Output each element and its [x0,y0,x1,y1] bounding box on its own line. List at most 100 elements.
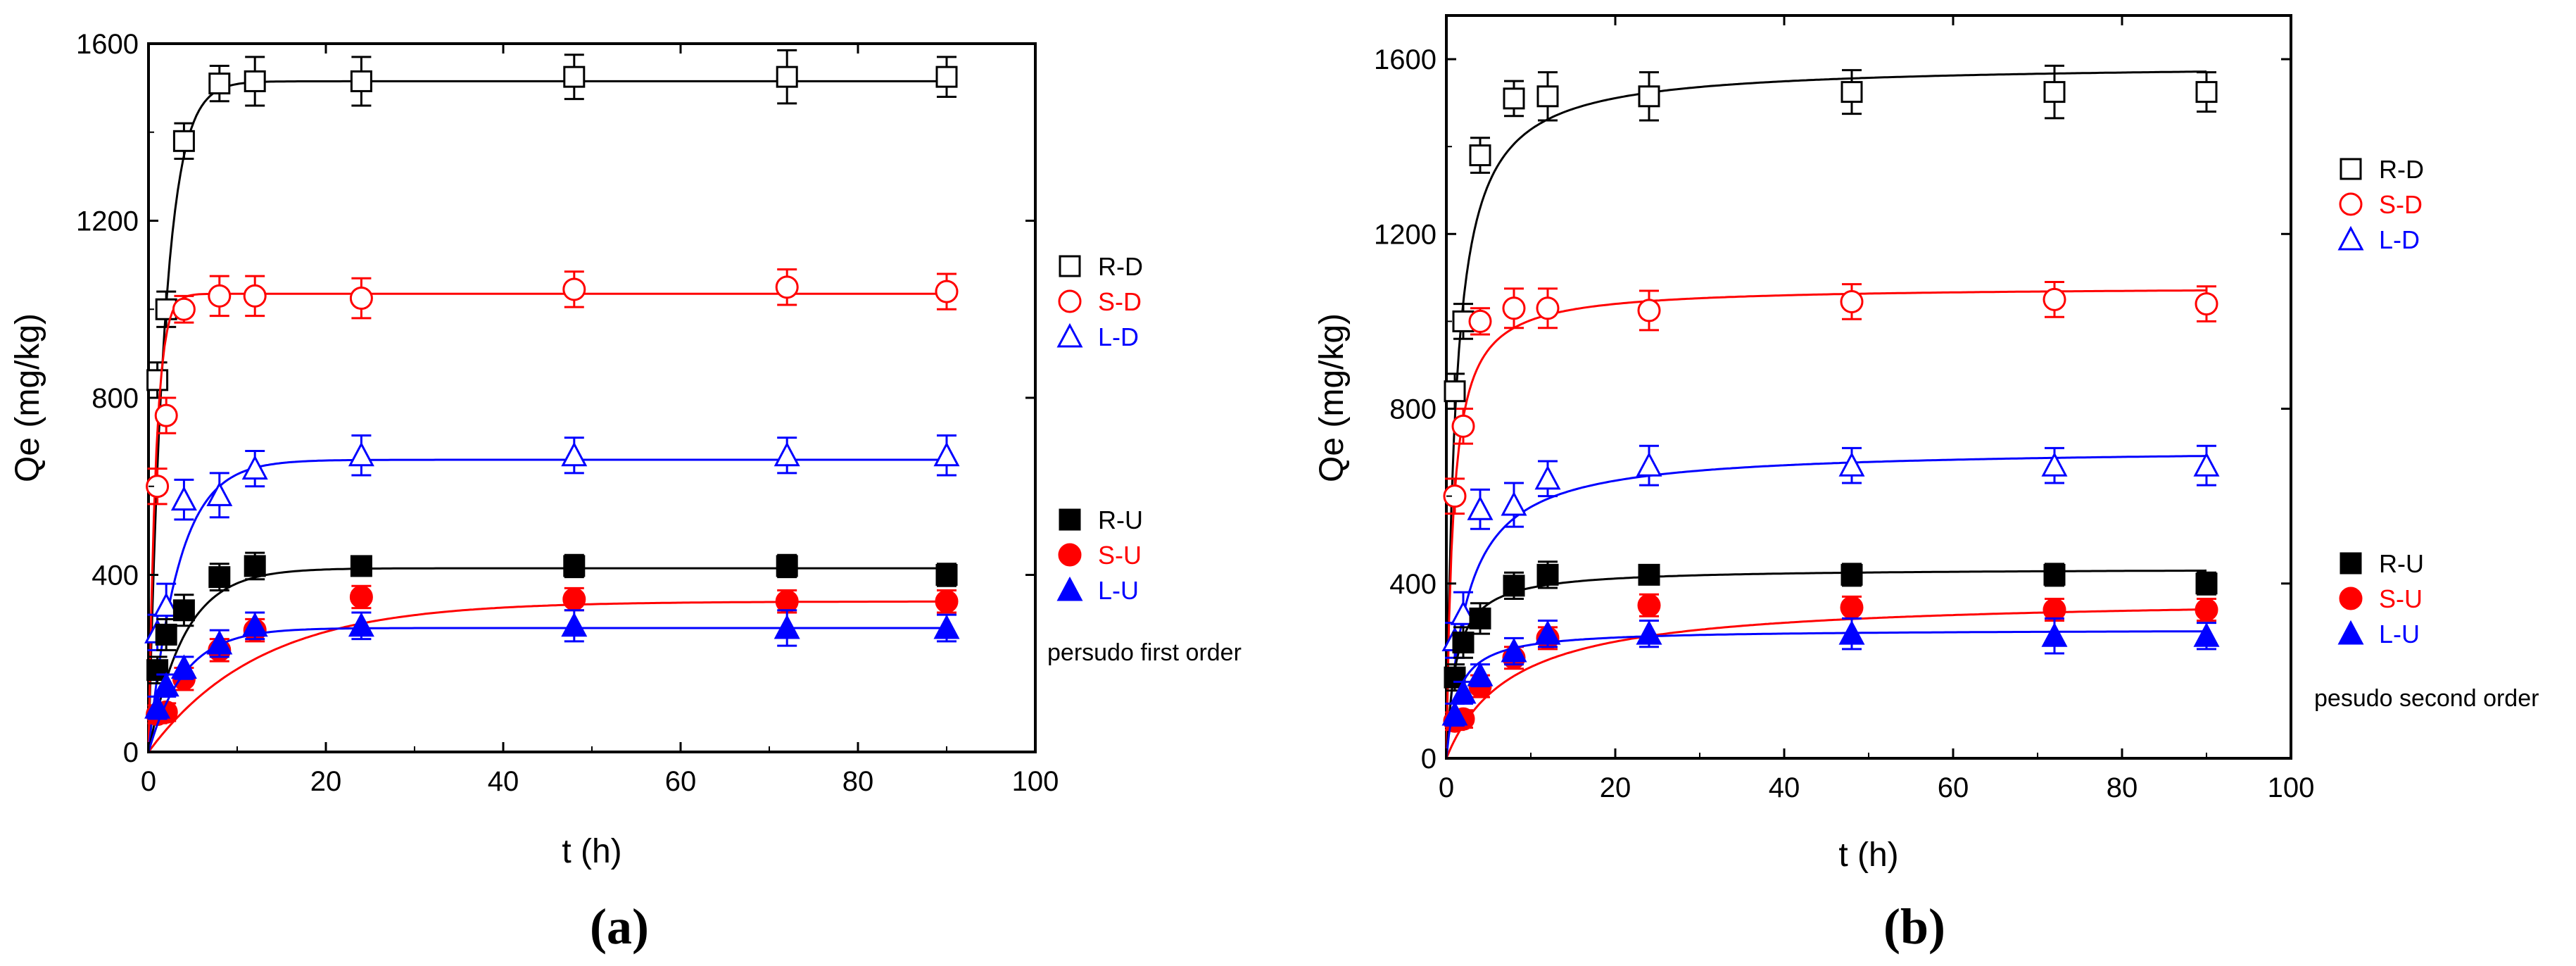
data-point [1443,484,1467,508]
data-point [153,672,179,697]
legend-marker [2340,552,2362,575]
series-L-D [144,434,960,753]
y-tick-label: 400 [91,560,139,591]
legend-upland: R-U S-U L-U [2337,549,2424,648]
x-axis-label: t (h) [1838,836,1898,874]
data-point [172,297,196,321]
data-point [775,589,799,613]
data-point [170,486,197,511]
series-S-U [1443,593,2218,759]
x-tick-label: 80 [2107,772,2138,803]
data-point [935,564,958,586]
x-tick-label: 80 [842,766,874,797]
data-point [1501,637,1527,663]
data-point [561,612,588,637]
data-point [1444,380,1466,403]
legend-label: L-D [1098,322,1139,351]
legend-label: L-D [2379,225,2420,254]
legend-label: S-D [2379,190,2423,219]
y-tick-label: 1200 [76,206,139,237]
data-point [2043,563,2066,586]
data-point [1467,496,1494,520]
data-point [206,629,233,655]
data-point [1451,414,1475,438]
data-point [1536,563,1559,586]
data-point [348,612,374,637]
data-point [775,275,799,299]
data-point [776,65,798,88]
legend-label: S-U [2379,584,2423,613]
data-point [935,589,959,613]
data-point [1840,596,1864,620]
legend-label: R-D [1098,252,1143,281]
panel-label-b: (b) [1883,898,1945,955]
series-R-D [146,49,958,753]
series-S-D [1443,281,2218,759]
data-point [1469,607,1491,629]
fit-curve-R-U [1445,569,2207,759]
series-L-U [1441,617,2220,759]
data-point [1841,563,1863,586]
data-point [774,614,800,639]
data-point [241,612,268,637]
data-point [933,614,960,639]
data-point [170,654,197,679]
data-point [172,130,195,152]
y-tick-label: 0 [1421,744,1437,774]
fit-curve-S-U [1445,608,2207,759]
x-tick-label: 100 [1012,766,1059,797]
data-point [1452,632,1475,654]
fit-curve-L-U [1445,630,2207,759]
legend-label: S-U [1098,541,1142,570]
fit-curve-L-U [147,627,947,753]
data-point [2043,81,2066,104]
data-point [1450,679,1477,704]
data-point [1534,620,1561,645]
data-point [208,284,232,308]
y-tick-label: 800 [1389,394,1437,425]
legend-marker [1058,289,1082,313]
legend-marker [2340,158,2362,180]
y-tick-label: 0 [123,737,139,768]
x-tick-label: 40 [488,766,519,797]
data-point [153,592,179,617]
data-point [1838,620,1865,645]
data-point [1503,87,1525,110]
x-tick-label: 100 [2268,772,2315,803]
data-point [1534,465,1561,490]
data-point [562,587,586,611]
data-point [561,441,588,467]
data-point [349,287,373,310]
x-tick-label: 60 [1938,772,1969,803]
data-point [1638,563,1660,586]
series-L-D [1441,444,2220,759]
data-point [172,599,195,622]
data-point [2041,452,2068,477]
data-point [349,585,373,609]
data-point [1501,491,1527,516]
x-tick-label: 0 [141,766,156,797]
series-R-U [146,551,958,753]
data-point [1503,575,1525,597]
data-point [2193,622,2220,647]
legend-marker [1056,322,1083,348]
fit-curve-S-U [147,600,947,753]
fit-curve-S-D [147,292,947,753]
panel-label-a: (a) [590,898,649,955]
series-L-U [144,609,960,753]
data-point [1841,81,1863,104]
data-point [244,555,266,577]
legend-marker [2337,620,2364,645]
data-point [2041,622,2068,647]
chart-panel-a: 0 20 40 60 80 100 0 400 800 1200 1600 t (h) Qe (m… [9,29,1242,955]
data-point [1441,701,1468,726]
y-axis-label: Qe (mg/kg) [1313,313,1351,482]
data-point [935,280,959,303]
data-point [1840,289,1864,313]
chart-panel-b: 0 20 40 60 80 100 0 400 800 1200 1600 t (h) Qe (m… [1313,14,2539,955]
data-point [244,70,266,92]
legend-drained: R-D S-D L-D [1056,252,1143,351]
y-tick-label: 1600 [1374,44,1437,75]
legend-marker [2339,586,2363,610]
